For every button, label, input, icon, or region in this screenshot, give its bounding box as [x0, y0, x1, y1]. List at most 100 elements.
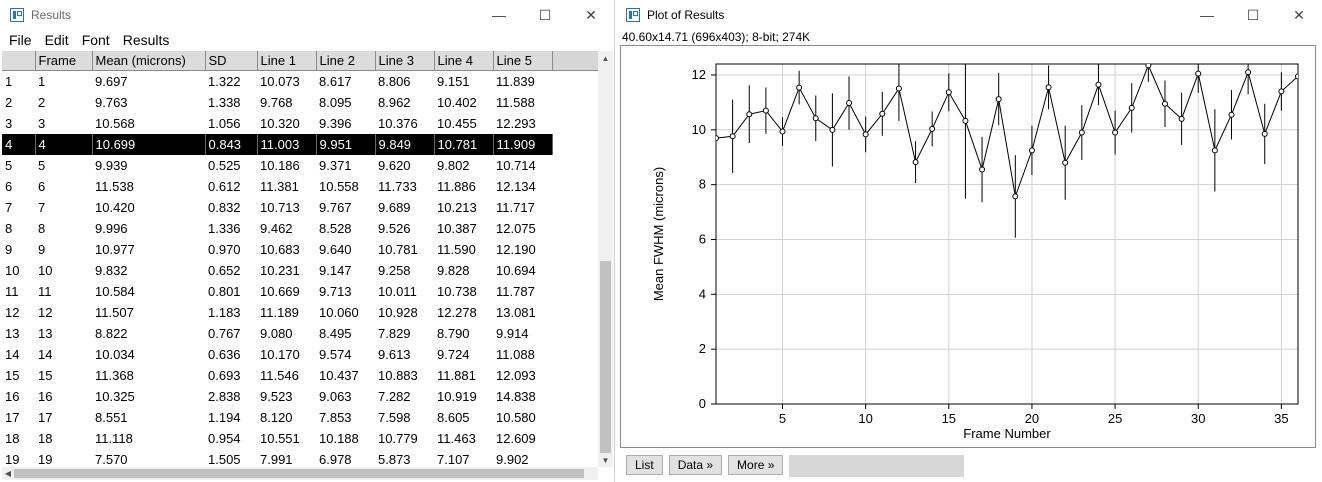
table-row[interactable]: 2 2 9.763 1.338 9.768 8.095 8.962 10.402 11.588	[2, 92, 598, 113]
table-cell: 10.188	[319, 431, 359, 446]
plot-window: Plot of Results — ☐ ✕ 40.60x14.71 (696x4…	[616, 0, 1322, 482]
table-cell: 11.118	[95, 431, 133, 446]
table-cell: 10.713	[260, 200, 300, 215]
vertical-scrollbar[interactable]: ▲ ▼	[598, 51, 613, 467]
column-header[interactable]: Frame	[35, 51, 93, 71]
data-point	[1178, 115, 1185, 122]
table-cell: 7.570	[95, 452, 128, 467]
table-cell: 9.828	[437, 263, 470, 278]
table-row[interactable]: 13 13 8.822 0.767 9.080 8.495 7.829 8.790 9.914	[2, 323, 598, 344]
more-button[interactable]: More »	[728, 455, 784, 475]
column-header[interactable]: Line 4	[434, 51, 494, 71]
table-row[interactable]: 8 8 9.996 1.336 9.462 8.528 9.526 10.387 12.075	[2, 218, 598, 239]
minimize-button[interactable]: —	[1200, 7, 1214, 23]
table-row[interactable]: 16 16 10.325 2.838 9.523 9.063 7.282 10.919 14.8…	[2, 386, 598, 407]
x-tick-label: 5	[779, 411, 786, 426]
menu-edit[interactable]: Edit	[44, 32, 69, 48]
data-point	[912, 159, 919, 166]
scroll-down-icon[interactable]: ▼	[601, 455, 610, 465]
table-cell: 0.767	[208, 326, 241, 341]
data-point	[746, 111, 753, 118]
scroll-left-icon[interactable]: ◀	[4, 469, 12, 478]
table-row[interactable]: 5 5 9.939 0.525 10.186 9.371 9.620 9.802 10.714	[2, 155, 598, 176]
results-titlebar[interactable]: Results — ☐ ✕	[0, 0, 614, 30]
table-cell: 10.551	[260, 431, 300, 446]
table-cell: 7.991	[260, 452, 293, 467]
x-tick-label: 20	[1025, 411, 1039, 426]
list-button[interactable]: List	[626, 455, 663, 475]
horizontal-scroll-thumb[interactable]	[14, 469, 584, 478]
table-cell: 19	[5, 452, 20, 467]
maximize-button[interactable]: ☐	[538, 6, 552, 23]
table-cell: 8.962	[378, 95, 411, 110]
table-cell: 15	[5, 368, 20, 383]
column-header[interactable]: SD	[205, 51, 258, 71]
table-cell: 0.652	[208, 263, 241, 278]
table-cell: 9.613	[378, 347, 411, 362]
column-header-index[interactable]	[2, 51, 36, 71]
column-header[interactable]: Line 1	[257, 51, 317, 71]
column-header[interactable]: Mean (microns)	[92, 51, 206, 71]
scroll-up-icon[interactable]: ▲	[601, 53, 610, 63]
table-cell: 9.697	[95, 74, 128, 89]
vertical-scroll-thumb[interactable]	[600, 261, 611, 453]
data-point	[862, 131, 869, 138]
table-row[interactable]: 4 4 10.699 0.843 11.003 9.951 9.849 10.781 11.90…	[2, 134, 598, 155]
data-point	[1045, 84, 1052, 91]
table-row[interactable]: 9 9 10.977 0.970 10.683 9.640 10.781 11.590 12.1…	[2, 239, 598, 260]
table-cell: 8	[38, 221, 46, 236]
column-header[interactable]: Line 2	[316, 51, 376, 71]
table-cell: 1	[5, 74, 13, 89]
table-cell: 9.768	[260, 95, 293, 110]
close-button[interactable]: ✕	[1293, 6, 1305, 23]
column-header[interactable]: Line 5	[493, 51, 553, 71]
table-cell: 9.939	[95, 158, 128, 173]
maximize-button[interactable]: ☐	[1246, 6, 1260, 23]
table-cell: 9.462	[260, 221, 293, 236]
table-cell: 10.387	[437, 221, 477, 236]
horizontal-scrollbar[interactable]: ◀	[2, 467, 598, 480]
table-row[interactable]: 7 7 10.420 0.832 10.713 9.767 9.689 10.213 11.71…	[2, 197, 598, 218]
table-cell: 11.538	[95, 179, 134, 194]
table-cell: 0.636	[208, 347, 241, 362]
table-cell: 10.325	[95, 389, 135, 404]
table-cell: 2.838	[208, 389, 241, 404]
table-cell: 8.095	[319, 95, 352, 110]
table-cell: 11.507	[95, 305, 134, 320]
table-cell: 11.381	[260, 179, 299, 194]
menu-font[interactable]: Font	[81, 32, 110, 48]
table-row[interactable]: 10 10 9.832 0.652 10.231 9.147 9.258 9.828 10.69…	[2, 260, 598, 281]
table-row[interactable]: 12 12 11.507 1.183 11.189 10.060 10.928 12.278 1…	[2, 302, 598, 323]
column-header[interactable]: Line 3	[375, 51, 435, 71]
close-button[interactable]: ✕	[585, 6, 597, 23]
table-row[interactable]: 1 1 9.697 1.322 10.073 8.617 8.806 9.151 11.839	[2, 71, 598, 93]
minimize-button[interactable]: —	[492, 7, 506, 23]
table-row[interactable]: 17 17 8.551 1.194 8.120 7.853 7.598 8.605 10.580	[2, 407, 598, 428]
data-point	[879, 110, 886, 117]
plot-canvas[interactable]: 0 2 4 6 8 10 12 5 10 15 20 25 30 35 Frame Number Mean F…	[620, 45, 1316, 448]
table-row[interactable]: 6 6 11.538 0.612 11.381 10.558 11.733 11.886 12.…	[2, 176, 598, 197]
table-cell: 10.568	[95, 116, 135, 131]
table-row[interactable]: 11 11 10.584 0.801 10.669 9.713 10.011 10.738 11…	[2, 281, 598, 302]
table-cell: 8.617	[319, 74, 352, 89]
table-row[interactable]: 14 14 10.034 0.636 10.170 9.574 9.613 9.724 11.0…	[2, 344, 598, 365]
data-button[interactable]: Data »	[668, 455, 723, 475]
table-row[interactable]: 15 15 11.368 0.693 11.546 10.437 10.883 11.881 1…	[2, 365, 598, 386]
table-cell: 0.693	[208, 368, 241, 383]
plot-titlebar[interactable]: Plot of Results — ☐ ✕	[616, 0, 1322, 30]
table-cell: 10.437	[319, 368, 359, 383]
x-tick-label: 35	[1274, 411, 1288, 426]
table-row[interactable]: 18 18 11.118 0.954 10.551 10.188 10.779 11.463 1…	[2, 428, 598, 449]
table-cell: 10.073	[260, 74, 300, 89]
menu-file[interactable]: File	[9, 32, 32, 48]
menu-results[interactable]: Results	[122, 32, 170, 48]
table-row[interactable]: 19 19 7.570 1.505 7.991 6.978 5.873 7.107 9.902	[2, 449, 598, 467]
table-row[interactable]: 3 3 10.568 1.056 10.320 9.396 10.376 10.455 12.2…	[2, 113, 598, 134]
table-cell: 19	[38, 452, 53, 467]
table-cell: 12.609	[496, 431, 536, 446]
table-cell: 9.689	[378, 200, 411, 215]
table-cell: 11.003	[257, 134, 317, 155]
data-point	[1062, 159, 1069, 166]
